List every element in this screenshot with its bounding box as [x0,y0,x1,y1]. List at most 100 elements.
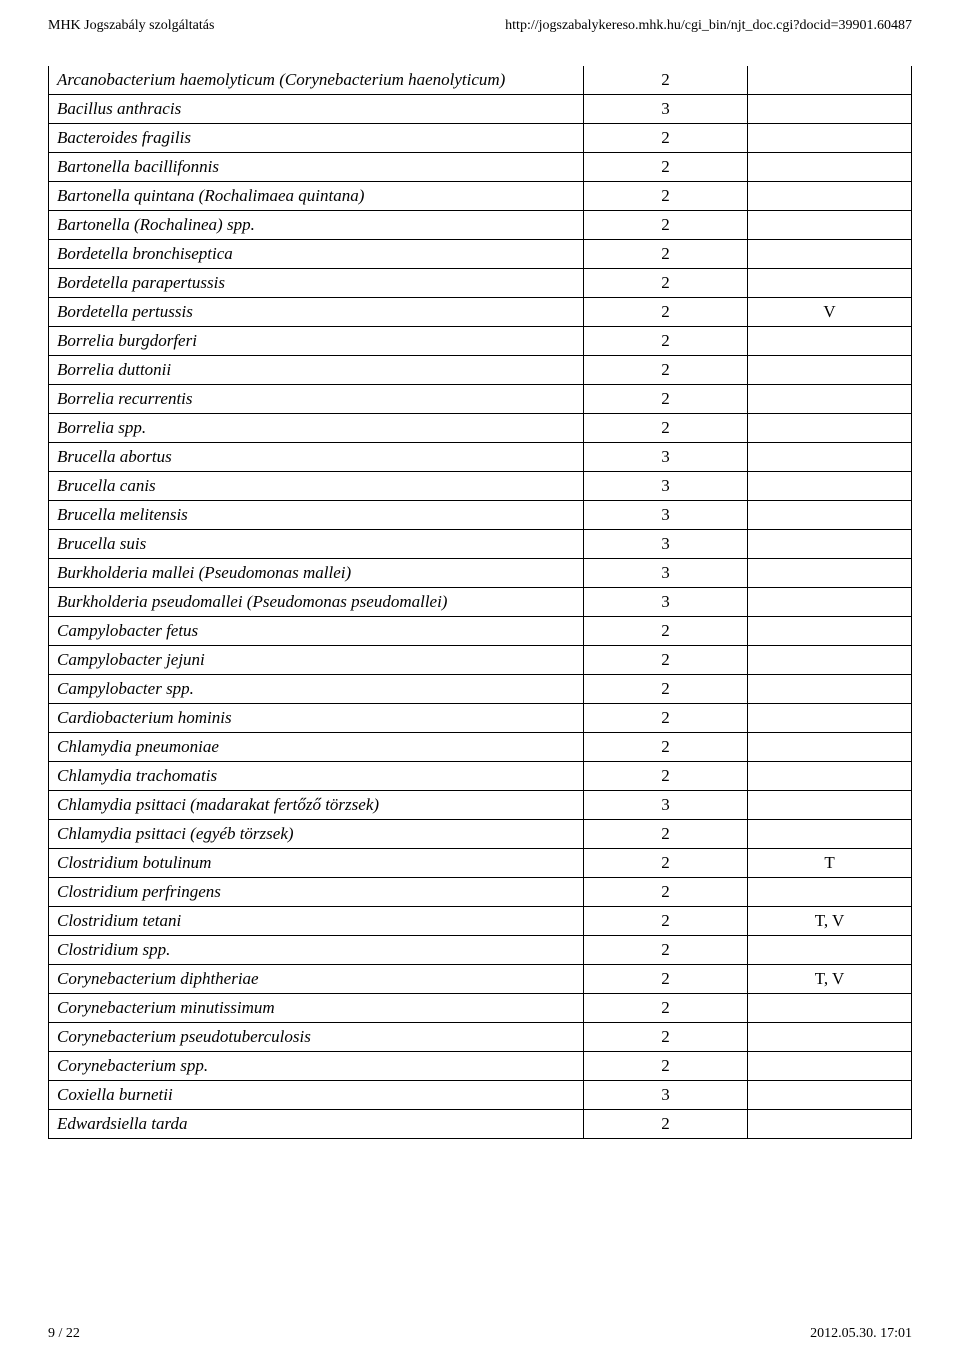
organism-note [748,1023,912,1052]
organism-note [748,66,912,95]
organism-value: 2 [584,675,748,704]
table-row: Borrelia spp.2 [49,414,912,443]
organism-value: 2 [584,1023,748,1052]
table-row: Corynebacterium spp.2 [49,1052,912,1081]
organism-value: 2 [584,182,748,211]
organism-note [748,588,912,617]
table-row: Burkholderia pseudomallei (Pseudomonas p… [49,588,912,617]
organism-value: 3 [584,95,748,124]
organism-note [748,501,912,530]
organism-name: Clostridium botulinum [49,849,584,878]
organism-value: 2 [584,820,748,849]
organism-value: 2 [584,385,748,414]
organism-value: 2 [584,298,748,327]
organism-name: Bordetella parapertussis [49,269,584,298]
organism-name: Borrelia burgdorferi [49,327,584,356]
organism-name: Corynebacterium diphtheriae [49,965,584,994]
table-row: Clostridium botulinum2T [49,849,912,878]
organism-table: Arcanobacterium haemolyticum (Corynebact… [48,66,912,1139]
organism-name: Bacillus anthracis [49,95,584,124]
organism-value: 2 [584,1052,748,1081]
organism-name: Borrelia recurrentis [49,385,584,414]
organism-value: 2 [584,733,748,762]
organism-name: Corynebacterium pseudotuberculosis [49,1023,584,1052]
organism-name: Campylobacter spp. [49,675,584,704]
table-row: Chlamydia trachomatis2 [49,762,912,791]
table-row: Coxiella burnetii3 [49,1081,912,1110]
table-row: Bordetella pertussis2V [49,298,912,327]
organism-name: Campylobacter fetus [49,617,584,646]
table-row: Brucella canis3 [49,472,912,501]
table-row: Bordetella bronchiseptica2 [49,240,912,269]
organism-name: Arcanobacterium haemolyticum (Corynebact… [49,66,584,95]
organism-name: Burkholderia pseudomallei (Pseudomonas p… [49,588,584,617]
organism-value: 2 [584,994,748,1023]
page-header: MHK Jogszabály szolgáltatás http://jogsz… [48,18,912,34]
organism-value: 2 [584,936,748,965]
organism-name: Brucella suis [49,530,584,559]
organism-note [748,153,912,182]
organism-value: 3 [584,501,748,530]
organism-name: Bartonella quintana (Rochalimaea quintan… [49,182,584,211]
organism-note [748,240,912,269]
organism-note [748,414,912,443]
organism-value: 2 [584,1110,748,1139]
organism-value: 2 [584,153,748,182]
table-row: Bartonella bacillifonnis2 [49,153,912,182]
organism-name: Bartonella (Rochalinea) spp. [49,211,584,240]
document-page: MHK Jogszabály szolgáltatás http://jogsz… [0,0,960,1356]
organism-name: Cardiobacterium hominis [49,704,584,733]
organism-value: 2 [584,356,748,385]
table-row: Borrelia burgdorferi2 [49,327,912,356]
organism-note [748,791,912,820]
organism-note [748,385,912,414]
organism-name: Coxiella burnetii [49,1081,584,1110]
organism-value: 3 [584,559,748,588]
table-row: Borrelia duttonii2 [49,356,912,385]
organism-name: Clostridium tetani [49,907,584,936]
organism-value: 2 [584,327,748,356]
organism-name: Chlamydia psittaci (madarakat fertőző tö… [49,791,584,820]
table-row: Chlamydia psittaci (madarakat fertőző tö… [49,791,912,820]
organism-note [748,646,912,675]
organism-note [748,443,912,472]
organism-name: Brucella melitensis [49,501,584,530]
table-row: Brucella suis3 [49,530,912,559]
table-row: Bacteroides fragilis2 [49,124,912,153]
organism-value: 3 [584,588,748,617]
organism-name: Campylobacter jejuni [49,646,584,675]
organism-name: Brucella abortus [49,443,584,472]
organism-note [748,994,912,1023]
footer-right: 2012.05.30. 17:01 [810,1326,912,1342]
organism-name: Bordetella pertussis [49,298,584,327]
organism-value: 2 [584,704,748,733]
table-row: Campylobacter jejuni2 [49,646,912,675]
organism-value: 3 [584,1081,748,1110]
table-row: Brucella melitensis3 [49,501,912,530]
organism-note [748,733,912,762]
table-row: Burkholderia mallei (Pseudomonas mallei)… [49,559,912,588]
organism-note: T, V [748,907,912,936]
organism-value: 2 [584,907,748,936]
organism-value: 3 [584,472,748,501]
organism-note [748,356,912,385]
organism-value: 2 [584,269,748,298]
organism-note [748,1052,912,1081]
organism-name: Clostridium spp. [49,936,584,965]
organism-value: 2 [584,414,748,443]
organism-note [748,124,912,153]
organism-value: 2 [584,878,748,907]
header-right: http://jogszabalykereso.mhk.hu/cgi_bin/n… [505,18,912,34]
organism-note [748,95,912,124]
organism-name: Chlamydia psittaci (egyéb törzsek) [49,820,584,849]
table-row: Campylobacter spp.2 [49,675,912,704]
organism-value: 2 [584,240,748,269]
organism-note [748,530,912,559]
organism-note [748,1081,912,1110]
organism-note [748,762,912,791]
table-row: Corynebacterium minutissimum2 [49,994,912,1023]
organism-value: 2 [584,762,748,791]
table-row: Borrelia recurrentis2 [49,385,912,414]
organism-note [748,559,912,588]
organism-name: Clostridium perfringens [49,878,584,907]
